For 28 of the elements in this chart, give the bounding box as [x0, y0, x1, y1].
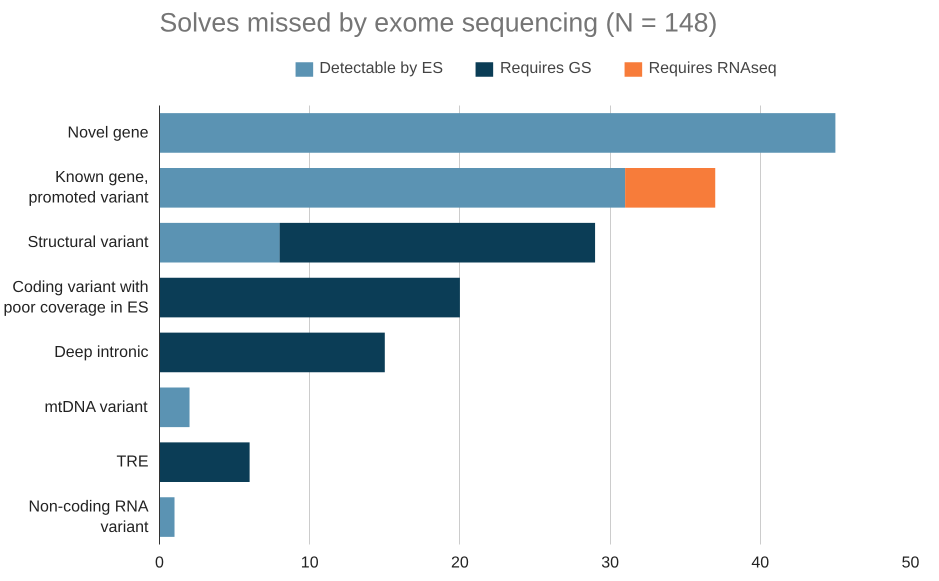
legend-label: Requires GS — [500, 60, 592, 78]
bar — [160, 113, 836, 153]
x-tick-label: 50 — [902, 554, 920, 572]
x-tick-label: 40 — [751, 554, 770, 572]
bar — [160, 388, 190, 428]
y-tick-label: Coding variant with poor coverage in ES — [4, 278, 149, 316]
x-tick-label: 0 — [155, 554, 164, 572]
bar — [160, 168, 626, 208]
y-tick-label: mtDNA variant — [44, 398, 148, 416]
legend-label: Detectable by ES — [319, 60, 443, 78]
legend-label: Requires RNAseq — [648, 60, 777, 78]
y-tick-label: Structural variant — [28, 234, 150, 252]
x-tick-label: 20 — [451, 554, 469, 572]
y-tick-label: Non-coding RNA variant — [28, 498, 150, 536]
bar — [280, 222, 596, 262]
y-tick-label: TRE — [116, 454, 148, 471]
bar — [160, 497, 175, 537]
chart-title: Solves missed by exome sequencing (N = 148) — [160, 8, 718, 38]
y-tick-label: Known gene, promoted variant — [28, 169, 150, 207]
bar — [160, 442, 250, 482]
bar — [625, 168, 716, 208]
bar — [160, 332, 385, 372]
x-tick-label: 10 — [300, 554, 319, 572]
y-tick-label: Novel gene — [68, 124, 149, 142]
bar — [160, 222, 280, 262]
y-tick-label: Deep intronic — [54, 344, 149, 361]
bar — [160, 278, 460, 318]
x-tick-label: 30 — [601, 554, 620, 572]
